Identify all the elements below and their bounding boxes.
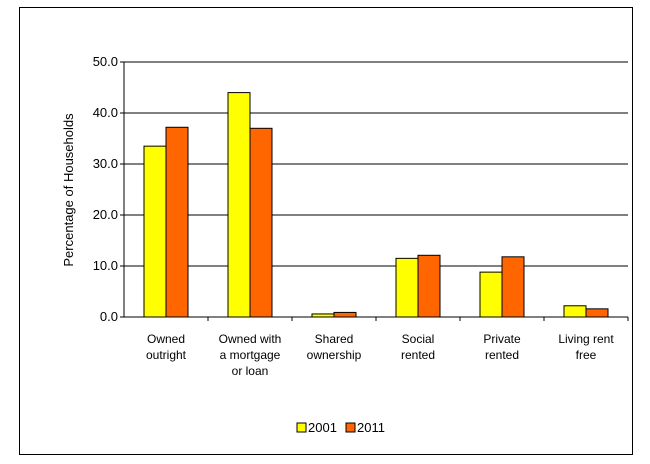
x-category-label: Private (483, 332, 521, 346)
bar-2001 (143, 145, 167, 318)
y-tick-label: 0.0 (100, 309, 118, 324)
legend-swatch (345, 422, 356, 433)
chart-frame (19, 7, 633, 455)
axes (120, 61, 629, 321)
bar-2011 (249, 127, 273, 318)
x-category-labels: Owned outright Owned with a mortgage or loan… (146, 332, 614, 378)
x-category-label: free (576, 348, 597, 362)
y-tick-label: 10.0 (93, 258, 118, 273)
bar-2011 (585, 308, 609, 318)
bar-2011 (165, 126, 189, 318)
y-tick-label: 30.0 (93, 156, 118, 171)
x-category-label: Owned (147, 332, 185, 346)
legend-label: 2011 (357, 420, 385, 435)
y-axis-title: Percentage of Households (61, 113, 76, 267)
x-category-label: a mortgage (220, 348, 281, 362)
legend-label: 2001 (308, 420, 337, 435)
x-category-label: Shared (315, 332, 354, 346)
bar-2001 (227, 92, 251, 318)
bar-2001 (479, 271, 503, 318)
legend-swatch (296, 422, 307, 433)
x-category-label: Living rent (558, 332, 614, 346)
bar-2001 (395, 257, 419, 318)
bars (143, 92, 609, 318)
legend: 2001 2011 (296, 420, 385, 435)
gridlines (124, 61, 628, 267)
y-tick-label: 20.0 (93, 207, 118, 222)
bar-2011 (417, 254, 441, 318)
x-category-label: rented (485, 348, 519, 362)
x-category-label: rented (401, 348, 435, 362)
x-category-label: Owned with (219, 332, 282, 346)
y-tick-labels: 0.0 10.0 20.0 30.0 40.0 50.0 (93, 54, 118, 324)
bar-2011 (333, 311, 357, 318)
x-category-label: ownership (307, 348, 362, 362)
y-tick-label: 40.0 (93, 105, 118, 120)
x-category-label: or loan (232, 364, 269, 378)
y-tick-label: 50.0 (93, 54, 118, 69)
bar-2011 (501, 256, 525, 318)
x-category-label: Social (402, 332, 435, 346)
bar-2001 (563, 305, 587, 318)
x-category-label: outright (146, 348, 187, 362)
